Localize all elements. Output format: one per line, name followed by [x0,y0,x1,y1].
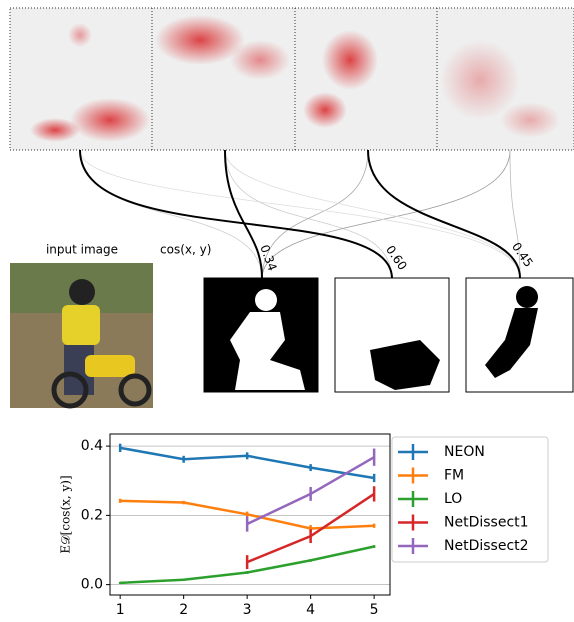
heatmaps [10,8,574,150]
mask-shape [516,286,538,308]
similarity-label: cos(x, y) [160,243,211,257]
input-image [10,263,153,408]
activation [70,98,150,142]
legend-label: FM [444,468,464,484]
input-label: input image [46,243,118,257]
x-tick-label: 3 [243,602,252,618]
mask-shape [255,289,277,311]
y-tick-label: 0.2 [81,507,103,523]
legend-label: NetDissect1 [444,515,529,531]
activation [322,30,378,90]
x-tick-label: 5 [370,602,379,618]
figure: input image cos(x, y) 0.34 0.60 0.45 0.0… [0,0,574,618]
weak-link [262,150,368,278]
activation [230,40,290,80]
x-tick-label: 4 [306,602,315,618]
y-axis-label: E𝒟[cos(x, y)] [59,475,73,553]
weak-link [80,150,262,278]
activation [30,118,80,142]
legend-label: NEON [444,444,485,460]
similarity-value: 0.45 [509,240,536,270]
strong-link [225,150,262,278]
y-tick-label: 0.0 [81,577,103,593]
activation [303,92,347,128]
helmet [69,279,95,305]
chart: 0.0 0.2 0.4 1 2 3 4 5 E𝒟[cos(x, y)] NEON FM LO NetDi… [59,434,549,618]
shirt [62,305,100,345]
activation [500,102,560,138]
connections [80,150,520,278]
x-tick-label: 1 [116,602,125,618]
activation [68,23,92,47]
masks [204,278,573,392]
strong-link [80,150,392,278]
weak-link [80,150,520,278]
weak-link [225,150,392,278]
bike [85,355,135,377]
x-tick-label: 2 [179,602,188,618]
y-tick-label: 0.4 [81,438,103,454]
legend-label: LO [444,491,462,507]
legend-label: NetDissect2 [444,538,529,554]
